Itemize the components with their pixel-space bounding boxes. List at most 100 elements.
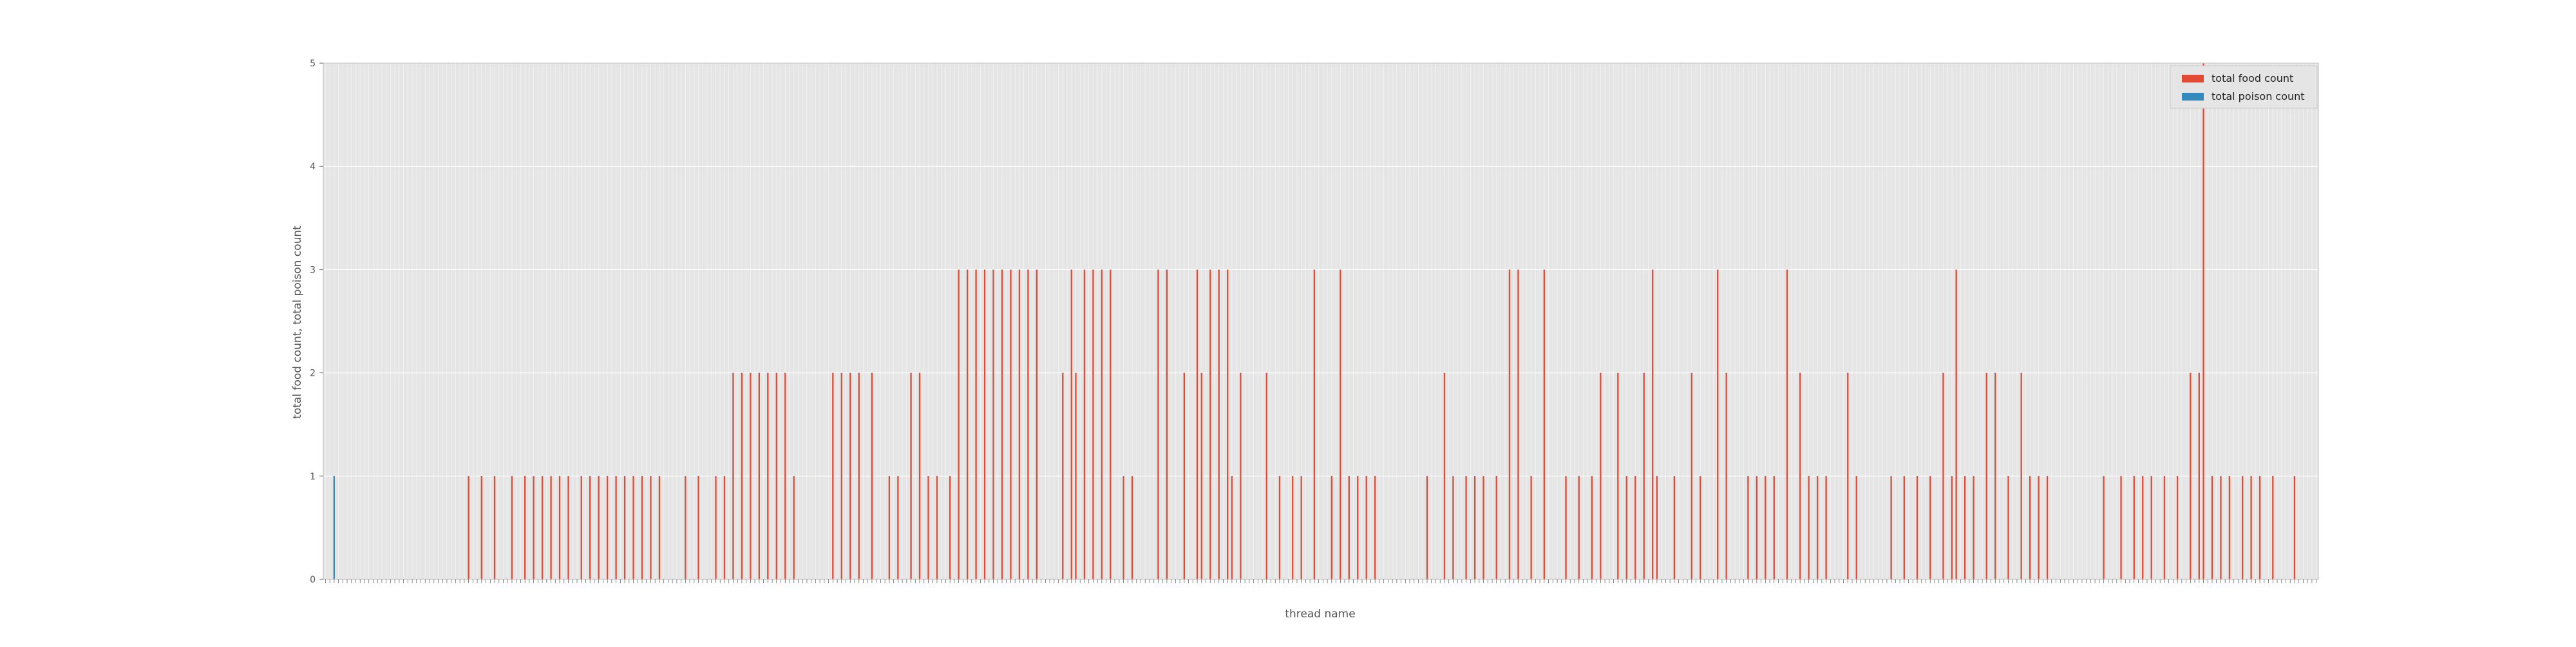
bar-total-food-count xyxy=(2133,476,2135,579)
bar-total-food-count xyxy=(1374,476,1376,579)
bar-total-food-count xyxy=(1473,476,1476,579)
bar-total-food-count xyxy=(1265,372,1267,579)
bar-total-food-count xyxy=(1808,476,1810,579)
x-axis-label: thread name xyxy=(1285,608,1355,621)
bar-total-food-count xyxy=(1955,269,1957,579)
bar-total-food-count xyxy=(1903,476,1905,579)
bar-total-food-count xyxy=(975,269,977,579)
legend-swatch-poison xyxy=(2182,93,2204,101)
bar-total-food-count xyxy=(1278,476,1281,579)
bar-total-food-count xyxy=(1027,269,1029,579)
bar-total-food-count xyxy=(784,372,786,579)
bar-total-food-count xyxy=(1964,476,1966,579)
bar-total-food-count xyxy=(1240,372,1242,579)
bar-total-food-count xyxy=(1313,269,1316,579)
y-tick-label: 3 xyxy=(310,265,316,275)
bar-total-food-count xyxy=(2142,476,2144,579)
bar-total-food-count xyxy=(1357,476,1359,579)
bar-total-food-count xyxy=(1452,476,1454,579)
bar-total-food-count xyxy=(1331,476,1332,579)
bar-total-food-count xyxy=(1231,476,1233,579)
bar-total-food-count xyxy=(1855,476,1857,579)
bar-total-food-count xyxy=(910,372,912,579)
plot-frame xyxy=(323,63,2319,580)
bar-total-food-count xyxy=(1543,269,1545,579)
bar-total-food-count xyxy=(1816,476,1819,579)
bar-total-food-count xyxy=(1600,372,1602,579)
bar-total-food-count xyxy=(2241,476,2244,579)
bar-total-food-count xyxy=(615,476,617,579)
plot-area xyxy=(323,63,2318,579)
bar-total-food-count xyxy=(1890,476,1892,579)
bar-total-food-count xyxy=(580,476,582,579)
legend-label-poison: total poison count xyxy=(2211,90,2305,102)
bar-total-food-count xyxy=(897,476,899,579)
bar-total-food-count xyxy=(1465,476,1467,579)
bar-total-food-count xyxy=(1070,269,1072,579)
bar-total-food-count xyxy=(1530,476,1532,579)
bar-total-food-count xyxy=(2202,63,2204,579)
bar-total-food-count xyxy=(1617,372,1619,579)
bar-total-food-count xyxy=(1578,476,1580,579)
bar-total-food-count xyxy=(1786,269,1788,579)
bar-total-food-count xyxy=(606,476,609,579)
bar-total-food-count xyxy=(685,476,687,579)
bar-total-food-count xyxy=(871,372,873,579)
bar-total-food-count xyxy=(468,476,469,579)
bar-total-food-count xyxy=(2103,476,2105,579)
y-tick-label: 1 xyxy=(310,472,316,482)
bar-total-food-count xyxy=(1634,476,1636,579)
bar-total-food-count xyxy=(1200,372,1202,579)
bar-total-food-count xyxy=(849,372,851,579)
bar-total-food-count xyxy=(697,476,699,579)
bar-total-food-count xyxy=(1426,476,1428,579)
bar-total-food-count xyxy=(598,476,600,579)
bar-total-food-count xyxy=(2250,476,2252,579)
bar-total-food-count xyxy=(511,476,513,579)
bar-total-food-count xyxy=(1209,269,1211,579)
legend-box xyxy=(2170,65,2318,109)
bar-total-food-count xyxy=(558,476,561,579)
bar-total-food-count xyxy=(1985,372,1987,579)
bar-total-poison-count xyxy=(333,476,335,579)
y-tick-label: 4 xyxy=(310,162,316,172)
bar-total-food-count xyxy=(1227,269,1229,579)
bar-total-food-count xyxy=(2190,372,2192,579)
bars xyxy=(333,63,2296,579)
bar-total-food-count xyxy=(2211,476,2213,579)
bar-total-food-count xyxy=(840,372,842,579)
bar-total-food-count xyxy=(1292,476,1294,579)
bar-total-food-count xyxy=(1847,372,1849,579)
bar-total-food-count xyxy=(723,476,726,579)
bar-total-food-count xyxy=(1110,269,1112,579)
y-tick-label: 5 xyxy=(310,59,316,69)
bar-total-food-count xyxy=(1218,269,1220,579)
bar-total-food-count xyxy=(2163,476,2166,579)
bar-total-food-count xyxy=(1565,476,1567,579)
bar-total-food-count xyxy=(1756,476,1757,579)
bar-total-food-count xyxy=(832,372,834,579)
bar-total-food-count xyxy=(983,269,986,579)
y-tick-label: 0 xyxy=(310,575,316,585)
bar-total-food-count xyxy=(1482,476,1484,579)
bar-total-food-count xyxy=(1673,476,1676,579)
bar-total-food-count xyxy=(2150,476,2152,579)
bar-total-food-count xyxy=(2220,476,2222,579)
bar-total-food-count xyxy=(2020,372,2022,579)
bar-total-food-count xyxy=(1001,269,1003,579)
bar-total-food-count xyxy=(1075,372,1077,579)
bar-total-food-count xyxy=(2293,476,2296,579)
y-axis-label: total food count, total poison count xyxy=(291,226,304,419)
bar-total-food-count xyxy=(1942,372,1944,579)
bar-total-food-count xyxy=(2272,476,2274,579)
bar-total-food-count xyxy=(2176,476,2179,579)
bar-total-food-count xyxy=(1092,269,1094,579)
bar-total-food-count xyxy=(958,269,960,579)
bar-total-food-count xyxy=(623,476,626,579)
bar-total-food-count xyxy=(775,372,777,579)
bar-total-food-count xyxy=(2029,476,2031,579)
bar-total-food-count xyxy=(2259,476,2261,579)
bar-total-food-count xyxy=(966,269,969,579)
